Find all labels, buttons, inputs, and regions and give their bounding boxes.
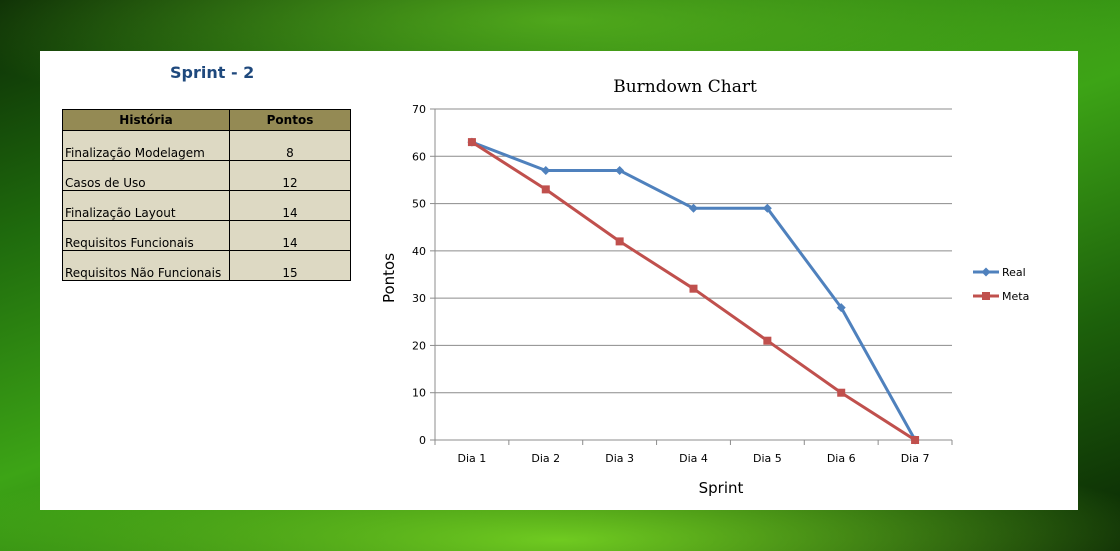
legend-marker [982,292,990,300]
data-point-meta [541,185,550,194]
cell-historia: Finalização Modelagem [62,130,230,161]
data-point-real [615,165,625,175]
cell-pontos: 15 [229,250,351,281]
table-row: Casos de Uso 12 [62,160,351,191]
cell-historia: Requisitos Funcionais [62,220,230,251]
y-tick-label: 10 [412,387,426,400]
y-tick-label: 0 [419,434,426,447]
data-point-real [541,165,551,175]
chart-title: Burndown Chart [613,77,757,97]
legend-label-meta: Meta [1002,290,1029,303]
spreadsheet-area: Sprint - 2 História Pontos Finalização M… [40,51,1078,510]
y-tick-label: 40 [412,245,426,258]
data-point-real [836,303,846,313]
table-row: Finalização Layout 14 [62,190,351,221]
chart-legend: Real Meta [973,266,1029,303]
x-tick-label: Dia 3 [605,452,634,465]
x-axis-title: Sprint [699,479,744,497]
y-tick-label: 70 [412,103,426,116]
data-point-meta [467,138,476,147]
table-row: Requisitos Funcionais 14 [62,220,351,251]
cell-pontos: 12 [229,160,351,191]
x-axis-ticks: Dia 1 Dia 2 Dia 3 Dia 4 Dia 5 Dia 6 Dia 7 [434,440,953,465]
header-pontos: Pontos [229,109,351,131]
table-row: Finalização Modelagem 8 [62,130,351,161]
data-point-meta [763,336,772,345]
x-tick-label: Dia 7 [901,452,930,465]
cell-pontos: 8 [229,130,351,161]
legend-marker [981,267,991,277]
x-tick-label: Dia 1 [458,452,487,465]
stories-table: História Pontos Finalização Modelagem 8 … [62,109,351,281]
y-tick-label: 60 [412,150,426,163]
data-point-meta [837,388,846,397]
data-point-meta [911,436,920,444]
y-tick-label: 20 [412,339,426,352]
data-point-meta [689,284,698,293]
cell-pontos: 14 [229,190,351,221]
data-point-meta [615,237,624,246]
x-tick-label: Dia 5 [753,452,782,465]
x-tick-label: Dia 6 [827,452,856,465]
cell-pontos: 14 [229,220,351,251]
x-tick-label: Dia 2 [531,452,560,465]
cell-historia: Requisitos Não Funcionais [62,250,230,281]
cell-historia: Finalização Layout [62,190,230,221]
cell-historia: Casos de Uso [62,160,230,191]
y-tick-label: 50 [412,198,426,211]
table-header-row: História Pontos [62,109,351,131]
y-tick-label: 30 [412,292,426,305]
x-tick-label: Dia 4 [679,452,708,465]
y-axis-title: Pontos [380,253,398,303]
table-row: Requisitos Não Funcionais 15 [62,250,351,281]
chart-series [467,137,920,445]
chart-grid [434,108,952,441]
sprint-title: Sprint - 2 [170,63,255,82]
y-axis-ticks: 0 10 20 30 40 50 60 70 [412,103,435,447]
data-point-real [689,203,698,213]
data-point-real [762,203,772,213]
legend-label-real: Real [1002,266,1026,279]
header-historia: História [62,109,230,131]
